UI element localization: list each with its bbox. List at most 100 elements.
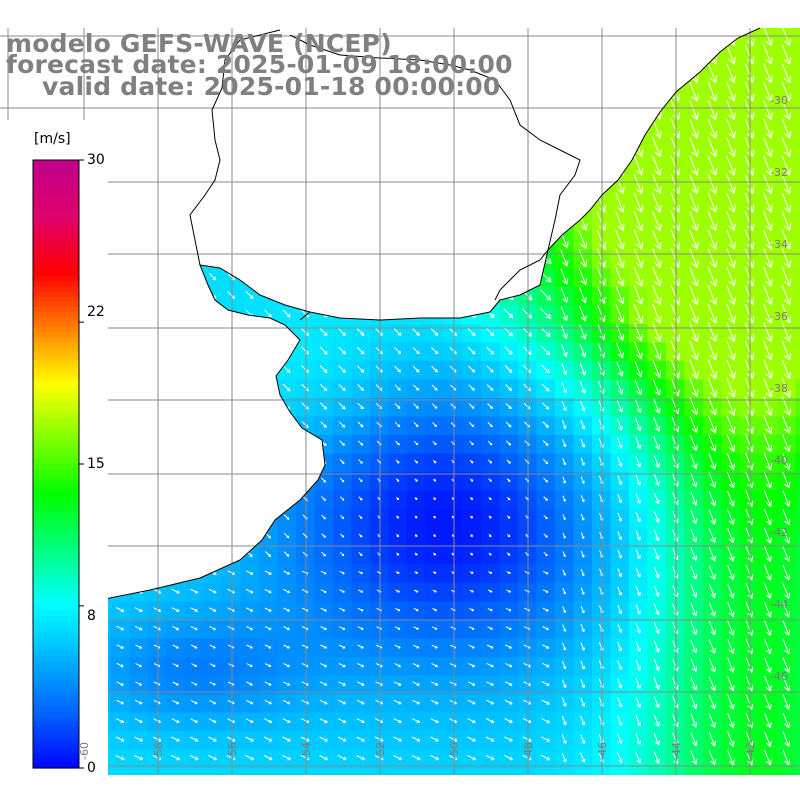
colorbar-segment [33,616,79,622]
wind-arrow [653,529,660,542]
wind-arrow [560,287,569,303]
wind-arrow [652,137,662,157]
wind-arrow [356,217,365,226]
wind-speed-cell [795,731,800,751]
wind-speed-cell [351,194,371,214]
wind-arrow [413,422,419,428]
wind-speed-cell [425,287,445,307]
wind-speed-cell [111,564,131,584]
wind-speed-cell [499,176,519,196]
wind-arrow [134,365,143,373]
wind-arrow [393,161,402,170]
wind-arrow [227,420,235,429]
wind-arrow [283,495,290,502]
wind-speed-cell [240,749,260,769]
wind-speed-cell [536,342,556,362]
wind-arrow [763,100,773,120]
wind-arrow [484,234,496,245]
wind-speed-cell [499,749,519,769]
wind-speed-cell [536,120,556,140]
wind-arrow [171,607,180,612]
colorbar-segment [33,322,79,328]
wind-speed-cell [536,305,556,325]
wind-arrow [707,377,718,398]
wind-speed-cell [185,287,205,307]
colorbar-segment [33,646,79,653]
wind-arrow [245,254,254,262]
wind-arrow [320,589,327,593]
wind-arrow [319,143,328,152]
wind-arrow [596,63,606,83]
wind-arrow [356,142,365,152]
wind-arrow [246,644,253,649]
wind-speed-cell [277,453,297,473]
wind-arrow [319,161,328,170]
wind-arrow [727,602,735,618]
wind-speed-cell [462,361,482,381]
wind-arrow [633,174,644,194]
wind-speed-cell [462,157,482,177]
longitude-label: -58 [152,742,165,760]
wind-arrow [264,570,272,575]
wind-speed-cell [111,194,131,214]
wind-arrow [171,531,180,540]
wind-speed-cell [166,546,186,566]
wind-arrow [635,549,641,560]
wind-arrow [707,303,718,324]
wind-arrow [486,644,494,649]
wind-arrow [543,514,548,520]
wind-speed-cell [407,509,427,529]
wind-arrow [466,253,477,263]
wind-arrow [521,67,533,79]
wind-speed-cell [240,490,260,510]
wind-speed-cell [240,768,260,775]
wind-speed-cell [425,120,445,140]
wind-arrow [339,551,345,557]
wind-speed-cell [425,675,445,695]
wind-speed-cell [185,120,205,140]
colorbar-segment [33,190,79,197]
colorbar-tick-22: 22 [87,304,105,320]
wind-speed-cell [351,768,371,775]
wind-speed-cell [277,268,297,288]
wind-arrow [153,124,161,133]
wind-arrow [653,567,660,579]
wind-arrow [413,626,419,630]
wind-arrow [208,254,217,262]
colorbar-segment [33,382,79,389]
wind-speed-cell [795,638,800,658]
wind-arrow [578,118,588,139]
wind-speed-cell [166,435,186,455]
wind-arrow [227,513,235,521]
wind-speed-cell [481,768,501,775]
wind-arrow [153,254,161,262]
wind-speed-cell [388,546,408,566]
wind-speed-cell [166,176,186,196]
wind-arrow [374,161,384,170]
wind-arrow [227,402,235,410]
wind-arrow [208,328,217,336]
wind-speed-cell [111,490,131,510]
colorbar-segment [33,717,79,723]
wind-speed-cell [166,768,186,775]
colorbar-segment [33,666,79,673]
wind-arrow [171,235,180,244]
wind-arrow [302,458,308,465]
wind-arrow [562,569,566,576]
wind-arrow [411,272,421,281]
wind-arrow [134,494,143,503]
wind-speed-cell [351,379,371,399]
wind-speed-cell [388,749,408,769]
wind-arrow [617,623,623,633]
colorbar-segment [33,200,79,207]
wind-arrow [430,253,439,263]
colorbar-segment [33,241,79,247]
wind-speed-cell [536,638,556,658]
wind-speed-cell [277,250,297,270]
wind-arrow [171,143,180,151]
wind-speed-cell [795,527,800,547]
wind-arrow [264,365,272,373]
wind-arrow [245,365,254,373]
wind-arrow [429,105,440,115]
colorbar-segment [33,605,79,612]
